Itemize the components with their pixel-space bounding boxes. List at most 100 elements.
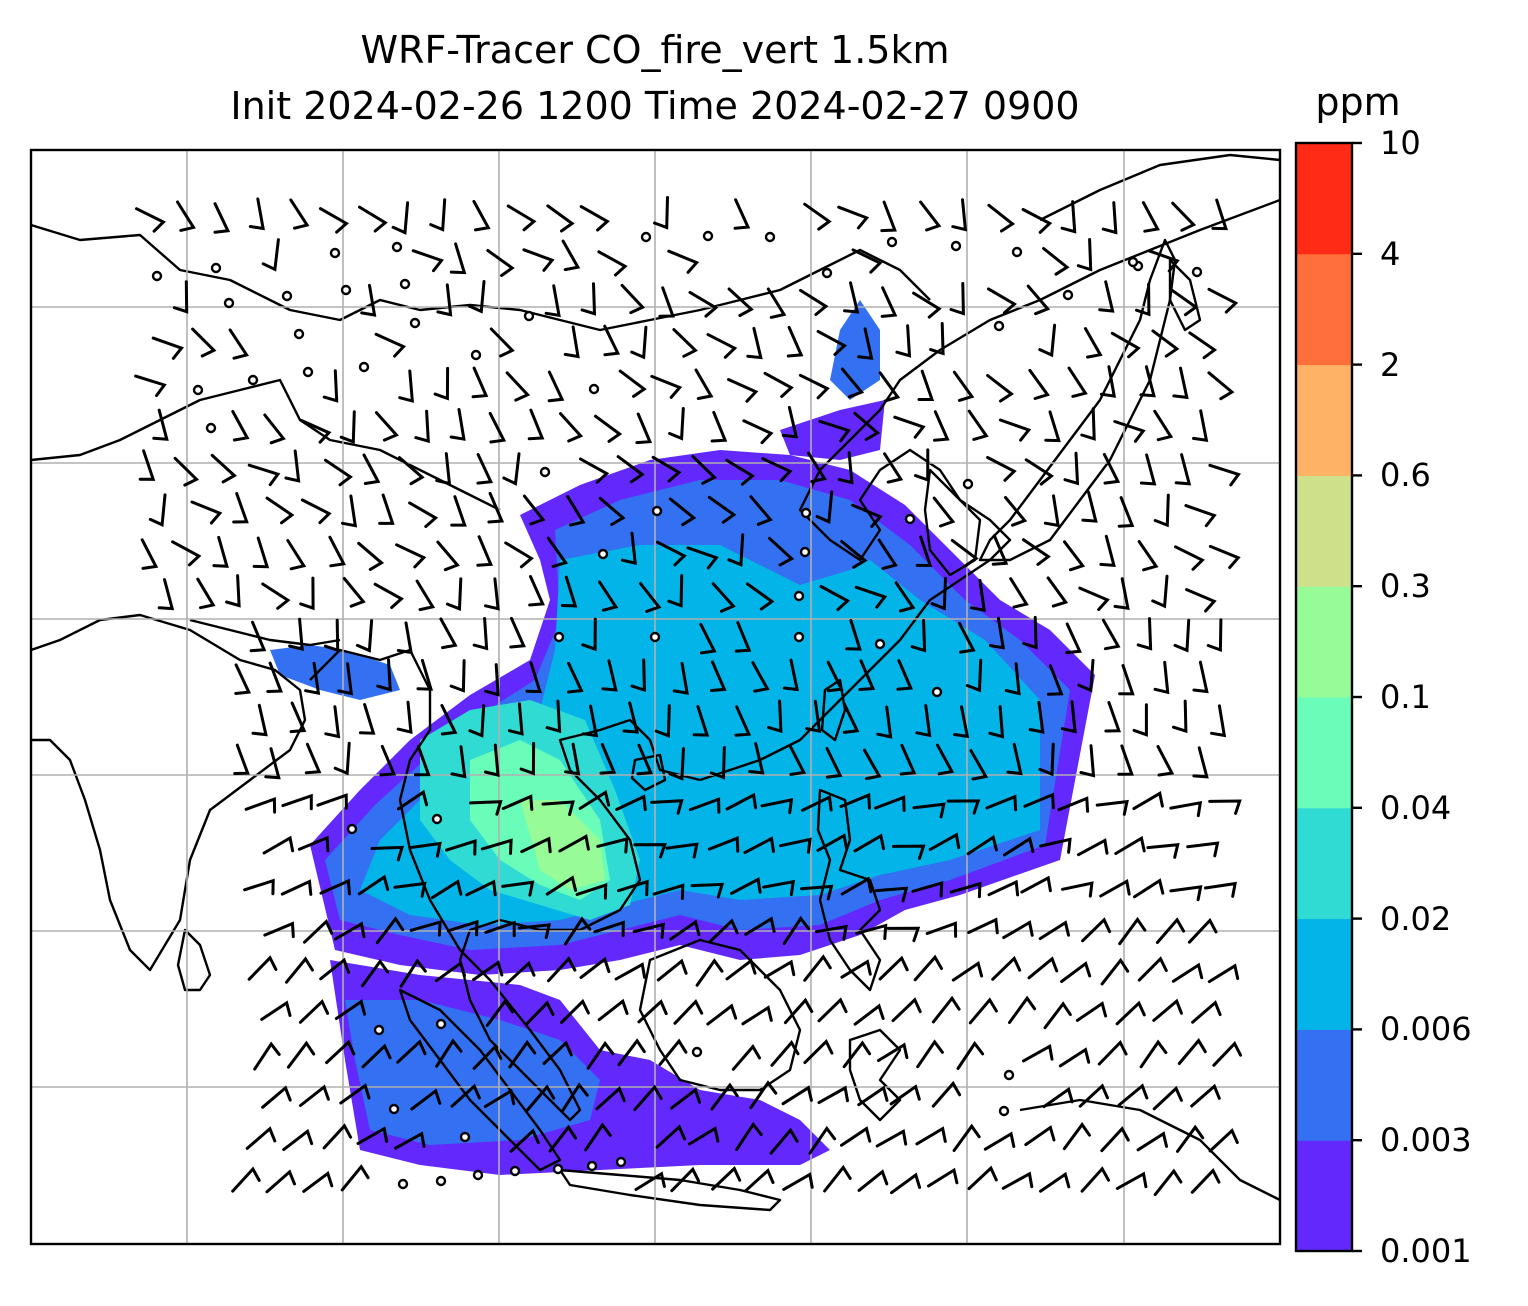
- wind-barb: [686, 546, 719, 570]
- wind-barb: [725, 792, 758, 811]
- wind-barb: [874, 886, 909, 903]
- wind-barb: [1039, 837, 1072, 854]
- colorbar-segment: [1296, 253, 1352, 366]
- wind-barb: [340, 1164, 370, 1192]
- wind-barb: [1191, 1000, 1222, 1024]
- wind-barb: [840, 367, 865, 399]
- wind-barb: [883, 452, 904, 484]
- wind-barb: [545, 699, 562, 734]
- wind-barb: [319, 957, 350, 981]
- wind-barb: [1153, 1168, 1183, 1197]
- wind-barb: [769, 1127, 799, 1155]
- wind-barb: [915, 535, 933, 568]
- wind-barb: [328, 535, 346, 568]
- wind-barb: [252, 536, 270, 569]
- wind-barb: [1156, 745, 1175, 777]
- wind-barb: [251, 703, 268, 737]
- wind-barb: [875, 1128, 908, 1148]
- wind-barb: [1190, 1168, 1221, 1194]
- wind-barb: [876, 705, 893, 739]
- calm-wind-circle: [553, 631, 565, 643]
- wind-barb: [449, 242, 467, 275]
- wind-barb: [727, 287, 754, 317]
- wind-barb: [134, 374, 167, 397]
- wind-barb: [578, 790, 611, 810]
- wind-barb: [878, 371, 901, 403]
- wind-barb: [1203, 881, 1237, 898]
- wind-barb: [618, 369, 647, 398]
- colorbar-segment: [1296, 807, 1352, 920]
- wind-barb: [658, 1038, 688, 1066]
- wind-barb: [1115, 1171, 1148, 1190]
- wind-barb: [1177, 1038, 1207, 1065]
- wind-barb: [691, 454, 717, 485]
- wind-barb: [579, 956, 611, 979]
- wind-barb: [355, 619, 374, 653]
- wind-barb: [1060, 200, 1077, 234]
- calm-wind-circle: [649, 631, 661, 643]
- calm-wind-circle: [597, 548, 609, 560]
- wind-barb: [558, 834, 590, 853]
- wind-barb: [1081, 917, 1112, 943]
- map-area: [31, 150, 1280, 1244]
- wind-barb: [1099, 365, 1117, 398]
- wind-barb: [1046, 664, 1064, 696]
- wind-barb: [300, 419, 332, 444]
- wind-barb: [855, 923, 888, 940]
- wind-barb: [987, 203, 1016, 233]
- wind-barb: [414, 744, 431, 777]
- wind-barb: [615, 794, 647, 812]
- wind-barb: [853, 411, 881, 441]
- wind-barb: [635, 412, 653, 445]
- wind-barb: [617, 1038, 646, 1067]
- wind-barb: [135, 207, 166, 233]
- wind-barb: [743, 836, 775, 855]
- wind-barb: [751, 661, 770, 693]
- coastline-china-west-border: [31, 378, 501, 512]
- colorbar-segment: [1296, 1140, 1352, 1252]
- wind-barb: [734, 621, 752, 653]
- calm-wind-circle: [397, 1178, 409, 1190]
- wind-barb: [339, 410, 356, 444]
- wind-barb: [1152, 998, 1183, 1022]
- calm-wind-circle: [702, 230, 714, 242]
- wind-barb: [334, 999, 367, 1020]
- wind-barb: [842, 1040, 872, 1069]
- wind-barb: [1176, 1124, 1205, 1153]
- wind-barb: [471, 366, 489, 399]
- wind-barb: [1026, 284, 1051, 316]
- wind-barb: [895, 324, 912, 358]
- wind-barb: [1062, 1122, 1091, 1151]
- wind-barb: [299, 576, 315, 611]
- wind-barb: [650, 799, 684, 815]
- wind-barb: [912, 291, 942, 319]
- wind-barb: [1002, 920, 1034, 940]
- colorbar-tick-label: 0.006: [1380, 1010, 1472, 1049]
- wind-barb: [436, 283, 453, 317]
- wind-barb: [746, 326, 763, 360]
- wind-barb: [244, 796, 277, 814]
- calm-wind-circle: [1003, 1069, 1015, 1081]
- calm-wind-circle: [523, 310, 535, 322]
- wind-barb: [140, 538, 159, 570]
- wind-barb: [445, 577, 463, 611]
- wind-barb: [302, 1170, 334, 1193]
- wind-barb: [1169, 885, 1203, 902]
- coastline-hokkaido: [1168, 258, 1202, 332]
- wind-barb: [991, 534, 1009, 566]
- wind-barb: [253, 1041, 281, 1071]
- wind-barb: [319, 878, 351, 896]
- wind-barb: [446, 919, 479, 937]
- wind-barb: [360, 283, 377, 317]
- wind-barb: [1060, 700, 1077, 734]
- wind-barb: [912, 802, 946, 819]
- wind-barb: [524, 1000, 555, 1026]
- wind-barb: [408, 501, 439, 528]
- coastline-sri-lanka: [176, 928, 212, 992]
- wind-barb: [409, 920, 442, 937]
- wind-barb: [411, 249, 444, 273]
- wind-barb: [1208, 544, 1241, 569]
- wind-barb: [599, 743, 617, 775]
- coastline-new-guinea: [1019, 1098, 1280, 1202]
